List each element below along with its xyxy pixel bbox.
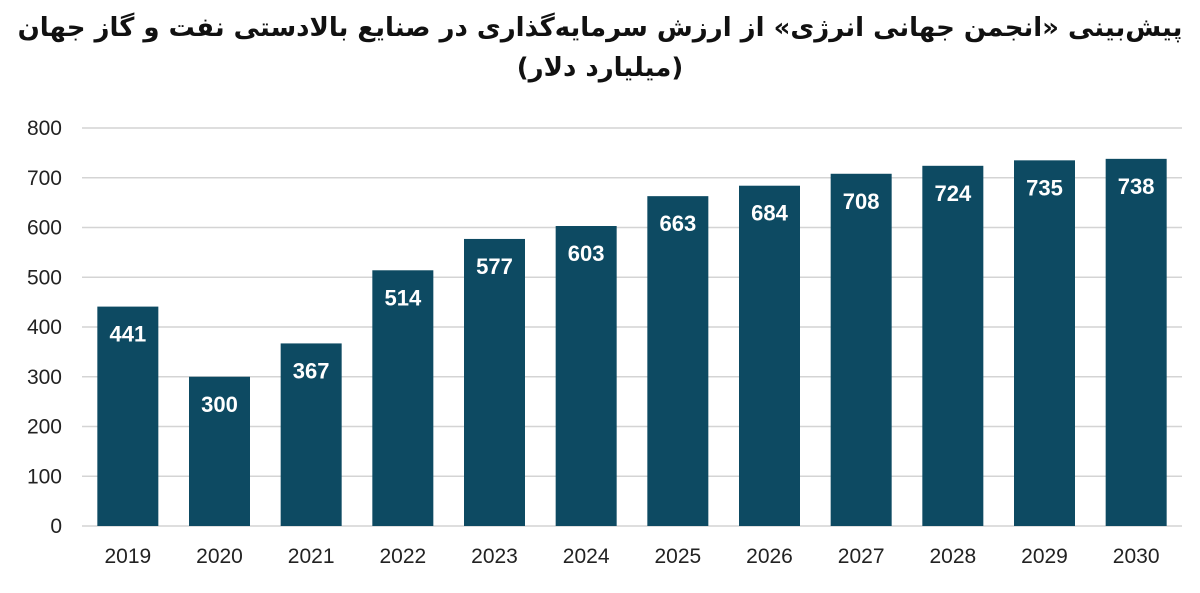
bar-value-label-2025: 663 (659, 211, 696, 236)
y-axis: 0 100 200 300 400 500 600 700 800 (27, 117, 62, 538)
chart-subtitle: (میلیارد دلار) (516, 53, 684, 83)
bar-value-label-2024: 603 (568, 241, 605, 266)
chart-title: پیش‌بینی «انجمن جهانی انرژی» از ارزش سرم… (17, 13, 1183, 43)
y-tick-label-400: 400 (27, 316, 62, 339)
bar-2029 (1014, 160, 1075, 526)
gridlines (82, 127, 1182, 527)
bar-value-label-2030: 738 (1118, 174, 1155, 199)
bar-2028 (922, 165, 984, 526)
bar-2030 (1105, 158, 1167, 526)
x-tick-label-2023: 2023 (471, 545, 518, 568)
x-tick-label-2024: 2024 (563, 545, 610, 568)
x-tick-label-2025: 2025 (654, 545, 701, 568)
y-tick-label-300: 300 (27, 366, 62, 389)
bar-2023 (464, 238, 525, 526)
x-tick-label-2021: 2021 (288, 545, 335, 568)
y-tick-label-700: 700 (27, 167, 62, 190)
bar-value-label-2028: 724 (934, 181, 971, 206)
bar-2025 (647, 196, 709, 526)
chart-title-block: پیش‌بینی «انجمن جهانی انرژی» از ارزش سرم… (0, 8, 1200, 88)
x-tick-label-2019: 2019 (104, 545, 151, 568)
bar-value-label-2026: 684 (751, 201, 788, 226)
x-tick-label-2028: 2028 (929, 545, 976, 568)
x-tick-label-2026: 2026 (746, 545, 793, 568)
y-tick-label-500: 500 (27, 266, 62, 289)
x-tick-label-2030: 2030 (1113, 545, 1160, 568)
bar-2022 (372, 270, 434, 526)
bar-value-label-2019: 441 (109, 322, 146, 347)
x-tick-label-2027: 2027 (838, 545, 885, 568)
bar-value-label-2021: 367 (293, 358, 330, 383)
bar-2021 (280, 343, 342, 526)
bar-2024 (555, 226, 617, 526)
bar-value-label-2022: 514 (384, 285, 421, 310)
bar-2027 (830, 173, 892, 526)
y-tick-label-100: 100 (27, 465, 62, 488)
y-tick-label-800: 800 (27, 117, 62, 140)
y-tick-label-200: 200 (27, 416, 62, 439)
y-tick-label-0: 0 (50, 515, 62, 538)
bar-value-label-2027: 708 (843, 189, 880, 214)
bar-2019 (97, 306, 159, 526)
x-tick-label-2020: 2020 (196, 545, 243, 568)
x-axis: 2019 2020 2021 2022 2023 2024 2025 2026 2027 2028… (104, 545, 1159, 568)
x-tick-label-2022: 2022 (379, 545, 426, 568)
bars: 441 300 367 514 577 603 663 684 708 724 735 738 (97, 158, 1167, 526)
bar-value-label-2023: 577 (476, 254, 513, 279)
bar-value-label-2020: 300 (201, 392, 238, 417)
x-tick-label-2029: 2029 (1021, 545, 1068, 568)
bar-2026 (739, 185, 800, 526)
bar-2020 (189, 376, 250, 526)
y-tick-label-600: 600 (27, 217, 62, 240)
bar-value-label-2029: 735 (1026, 175, 1063, 200)
